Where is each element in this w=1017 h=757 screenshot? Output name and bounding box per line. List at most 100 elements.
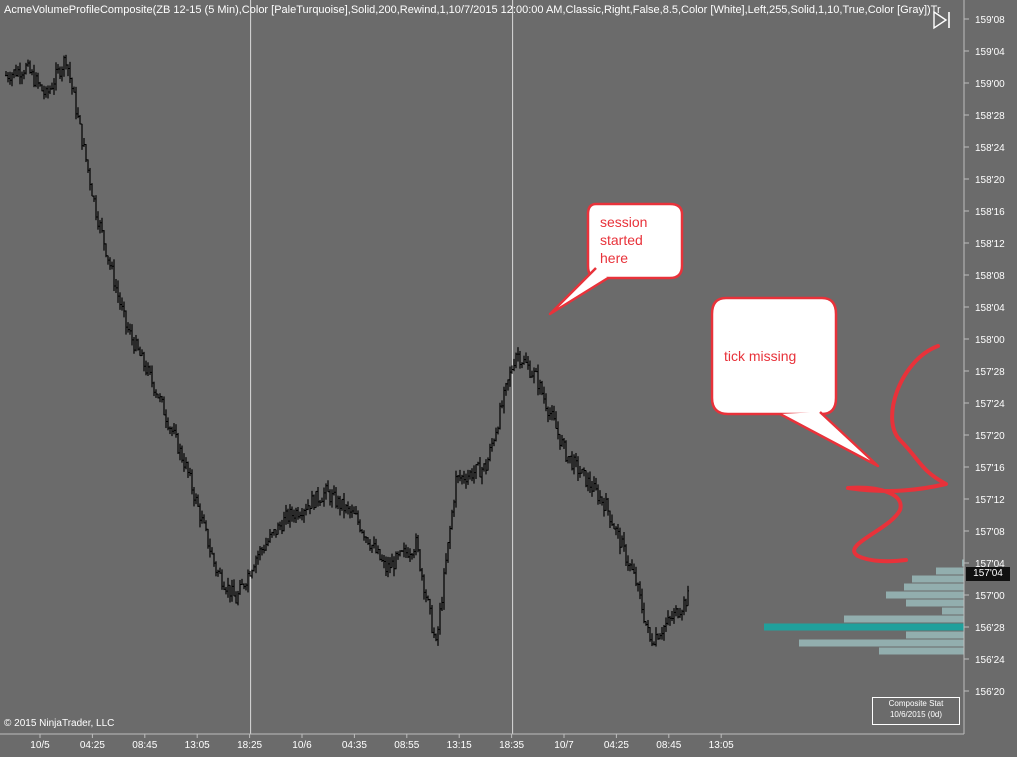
price-bar: [135, 334, 137, 352]
price-bar: [85, 143, 87, 163]
price-bar: [677, 608, 679, 619]
time-tick-label: 18:35: [499, 740, 524, 751]
price-bar: [79, 115, 81, 125]
price-bar: [25, 62, 27, 75]
price-bar: [145, 360, 147, 376]
price-bar: [571, 451, 573, 471]
price-bar: [99, 220, 101, 234]
price-bar: [317, 486, 319, 507]
price-bar: [371, 544, 373, 553]
price-bar: [661, 627, 663, 640]
price-bar: [15, 64, 17, 77]
price-bar: [89, 167, 91, 191]
price-bar: [91, 183, 93, 197]
price-bar: [509, 366, 511, 387]
price-bar: [373, 536, 375, 549]
price-bar: [281, 519, 283, 535]
price-tick-label: 157'04: [975, 559, 1005, 570]
price-bar: [57, 64, 59, 74]
time-tick-label: 13:05: [185, 740, 210, 751]
price-bar: [185, 457, 187, 470]
price-bar: [463, 470, 465, 484]
time-tick-label: 13:05: [709, 740, 734, 751]
price-bar: [191, 469, 193, 495]
price-bar: [163, 396, 165, 416]
price-bar: [213, 552, 215, 567]
price-bar: [565, 440, 567, 462]
price-bar: [333, 485, 335, 496]
price-bar: [465, 473, 467, 489]
price-bar: [501, 400, 503, 409]
price-bar: [527, 356, 529, 370]
price-bar: [431, 605, 433, 634]
skip-to-end-icon[interactable]: [932, 10, 954, 30]
price-bar: [403, 542, 405, 558]
price-bar: [165, 409, 167, 429]
price-tick-label: 158'20: [975, 175, 1005, 186]
price-bar: [51, 82, 53, 90]
price-bar: [199, 503, 201, 528]
price-bar: [359, 519, 361, 533]
price-bar: [167, 417, 169, 431]
price-bar: [153, 381, 155, 397]
price-bar: [325, 483, 327, 500]
price-bar: [297, 506, 299, 520]
price-bar: [541, 380, 543, 396]
price-bar: [679, 607, 681, 618]
price-bar: [389, 557, 391, 574]
price-bar: [531, 370, 533, 378]
price-bar: [439, 602, 441, 635]
callout-tick-missing-text: tick missing: [724, 348, 797, 364]
price-bar: [435, 633, 437, 642]
price-tick-label: 159'00: [975, 79, 1005, 90]
price-bar: [409, 548, 411, 562]
price-bar: [17, 66, 19, 77]
callout-session-started-text: session started here: [600, 214, 648, 266]
price-bar: [291, 506, 293, 522]
price-bar: [315, 490, 317, 509]
price-bar: [267, 538, 269, 547]
price-bar: [413, 548, 415, 559]
price-bar: [525, 352, 527, 364]
price-bar: [97, 211, 99, 230]
price-bar: [11, 72, 13, 87]
price-bar: [455, 470, 457, 508]
poc-bar: [764, 623, 964, 631]
price-bar: [331, 489, 333, 508]
price-bar: [211, 547, 213, 555]
price-bar: [355, 506, 357, 515]
price-bar: [665, 617, 667, 632]
price-bar: [411, 552, 413, 560]
price-bar: [329, 489, 331, 506]
price-bar: [523, 355, 525, 365]
time-tick-label: 10/5: [30, 740, 50, 751]
price-tick-label: 158'24: [975, 143, 1005, 154]
price-bar: [591, 481, 593, 497]
time-tick-label: 04:35: [342, 740, 367, 751]
price-bar: [589, 471, 591, 493]
price-bar: [615, 526, 617, 536]
price-bar: [201, 510, 203, 524]
price-bar: [637, 582, 639, 592]
price-axis[interactable]: 159'08 159'04 159'00 158'28 158'24 158'20 158'…: [964, 15, 1005, 698]
price-bar: [515, 352, 517, 369]
price-bar: [327, 480, 329, 493]
price-bar: [625, 544, 627, 567]
price-bar: [653, 641, 655, 646]
price-bar: [295, 507, 297, 523]
price-bar: [311, 490, 313, 509]
price-bar: [87, 159, 89, 173]
price-bar: [557, 421, 559, 440]
price-bar: [345, 504, 347, 514]
price-bar: [233, 579, 235, 597]
price-bar: [395, 551, 397, 570]
price-bar: [561, 434, 563, 447]
price-bar: [307, 499, 309, 511]
price-bar: [45, 86, 47, 98]
price-bar: [399, 550, 401, 557]
time-tick-label: 18:25: [237, 740, 262, 751]
time-axis[interactable]: 10/5 04:25 08:45 13:05 18:25 10/6 04:35 08:55 13…: [30, 734, 734, 751]
